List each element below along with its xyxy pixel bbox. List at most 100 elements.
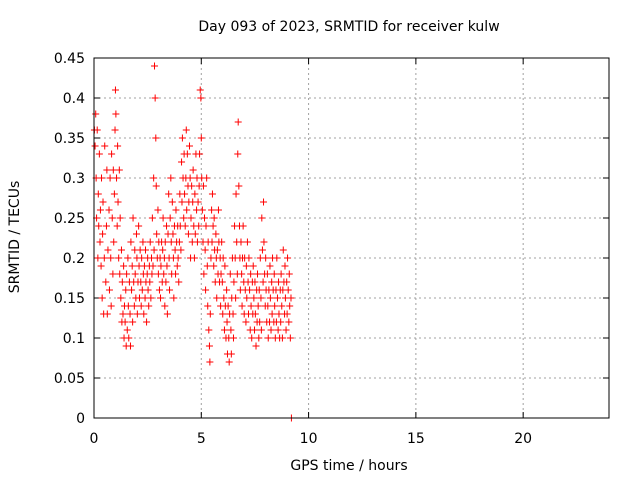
- data-point: [172, 270, 180, 278]
- data-point: [182, 126, 190, 134]
- data-point: [279, 246, 287, 254]
- data-point: [254, 302, 262, 310]
- data-point: [198, 206, 206, 214]
- data-point: [152, 182, 160, 190]
- data-point: [181, 222, 189, 230]
- data-point: [159, 214, 167, 222]
- data-point: [150, 246, 158, 254]
- data-point: [127, 238, 135, 246]
- data-point: [92, 110, 100, 118]
- data-point: [208, 190, 216, 198]
- data-point: [178, 134, 186, 142]
- data-point: [213, 246, 221, 254]
- data-point: [203, 262, 211, 270]
- data-point: [267, 326, 275, 334]
- data-point: [266, 294, 274, 302]
- x-axis-label: GPS time / hours: [290, 458, 407, 474]
- data-point: [147, 294, 155, 302]
- data-point: [251, 326, 259, 334]
- data-point: [123, 270, 131, 278]
- data-point: [178, 158, 186, 166]
- data-point: [219, 310, 227, 318]
- data-point: [99, 230, 107, 238]
- data-point: [245, 254, 253, 262]
- data-point: [177, 246, 185, 254]
- data-point: [109, 270, 117, 278]
- data-point: [117, 246, 125, 254]
- data-point: [114, 198, 122, 206]
- data-point: [281, 262, 289, 270]
- data-point: [161, 302, 169, 310]
- data-point: [163, 310, 171, 318]
- data-point: [111, 86, 119, 94]
- data-point: [257, 294, 265, 302]
- data-point: [104, 246, 112, 254]
- data-point: [151, 94, 159, 102]
- data-point: [186, 174, 194, 182]
- data-point: [152, 134, 160, 142]
- data-point: [108, 150, 116, 158]
- data-point: [277, 318, 285, 326]
- data-point: [268, 310, 276, 318]
- data-point: [123, 326, 131, 334]
- y-tick-label: 0.2: [63, 251, 85, 267]
- data-point: [126, 310, 134, 318]
- data-point: [260, 238, 268, 246]
- data-point: [181, 190, 189, 198]
- data-point: [172, 206, 180, 214]
- data-point: [220, 326, 228, 334]
- data-point: [197, 94, 205, 102]
- data-point: [229, 310, 237, 318]
- data-point: [102, 222, 110, 230]
- data-point: [98, 294, 106, 302]
- data-point: [105, 286, 113, 294]
- data-point: [129, 318, 137, 326]
- data-point: [116, 270, 124, 278]
- data-point: [183, 206, 191, 214]
- y-tick-label: 0.15: [54, 291, 85, 307]
- data-point: [214, 206, 222, 214]
- y-tick-label: 0.05: [54, 371, 85, 387]
- data-point: [248, 334, 256, 342]
- data-point: [97, 262, 105, 270]
- data-point: [138, 254, 146, 262]
- plot-frame: [93, 57, 610, 419]
- data-point: [226, 270, 234, 278]
- data-point: [184, 230, 192, 238]
- data-point: [264, 302, 272, 310]
- data-point: [212, 230, 220, 238]
- data-point: [153, 230, 161, 238]
- data-point: [148, 270, 156, 278]
- x-tick-label: 5: [197, 431, 206, 447]
- data-point: [163, 262, 171, 270]
- data-point: [135, 222, 143, 230]
- data-point: [286, 302, 294, 310]
- data-point: [107, 302, 115, 310]
- data-point: [221, 262, 229, 270]
- data-point: [257, 326, 265, 334]
- data-point: [202, 286, 210, 294]
- y-axis-label: SRMTID / TECUs: [7, 181, 23, 294]
- data-point: [277, 270, 285, 278]
- data-point: [242, 318, 250, 326]
- data-point: [94, 254, 102, 262]
- data-point: [242, 262, 250, 270]
- data-point: [197, 134, 205, 142]
- data-point: [232, 190, 240, 198]
- data-point: [230, 278, 238, 286]
- data-point: [196, 86, 204, 94]
- data-point: [203, 174, 211, 182]
- data-point: [162, 278, 170, 286]
- data-point: [99, 198, 107, 206]
- data-point: [115, 166, 123, 174]
- data-point: [234, 118, 242, 126]
- data-point: [268, 278, 276, 286]
- data-point: [205, 342, 213, 350]
- data-point: [91, 142, 99, 150]
- data-point: [284, 254, 292, 262]
- data-point: [205, 326, 213, 334]
- data-point: [154, 206, 162, 214]
- data-point: [220, 294, 228, 302]
- data-point: [107, 254, 115, 262]
- data-point: [218, 278, 226, 286]
